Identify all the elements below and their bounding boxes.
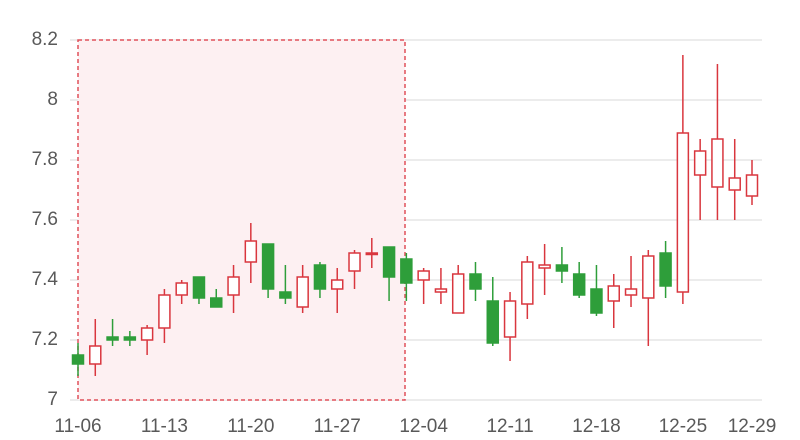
candle-body (244, 240, 258, 263)
candle-body (572, 273, 586, 296)
candle-body (158, 294, 171, 329)
x-tick-label: 12-25 (659, 416, 708, 437)
candle-body (313, 264, 327, 290)
candle-body (693, 150, 707, 176)
candle-body (745, 174, 759, 197)
candle-body (400, 258, 413, 284)
candle-body (486, 300, 500, 344)
candle-body (279, 291, 292, 299)
candle-body (711, 138, 724, 188)
x-tick-label: 11-20 (227, 416, 274, 437)
candle-body (210, 297, 223, 308)
x-tick-label: 12-18 (572, 416, 621, 437)
candle-body (89, 345, 102, 365)
x-tick-label: 11-27 (314, 416, 361, 437)
candle-body (123, 336, 137, 341)
y-tick-label: 7.4 (32, 269, 59, 290)
candle-body (642, 255, 655, 299)
y-tick-label: 7 (47, 389, 58, 410)
candle-body (624, 288, 638, 296)
candle-body (521, 261, 534, 305)
y-tick-label: 8.2 (32, 29, 58, 50)
y-tick-label: 8 (47, 89, 58, 110)
x-tick-label: 12-29 (728, 416, 777, 437)
y-tick-label: 7.6 (32, 209, 58, 230)
candle-body (175, 282, 188, 296)
candle-body (469, 273, 482, 290)
candle-body (106, 336, 119, 341)
candle-body (261, 243, 275, 290)
y-tick-label: 7.2 (32, 329, 58, 350)
candle-body (382, 246, 396, 278)
x-tick-label: 12-04 (399, 416, 448, 437)
x-tick-label: 12-11 (486, 416, 533, 437)
candle-body (590, 288, 603, 314)
candle-body (417, 270, 430, 281)
candle-body (227, 276, 240, 296)
candle-body (71, 354, 85, 365)
candle-body (330, 279, 344, 290)
x-tick-label: 11-06 (54, 416, 101, 437)
candle-body (451, 273, 465, 314)
candle-body (365, 252, 379, 256)
candle-body (676, 132, 690, 293)
x-tick-label: 11-13 (141, 416, 188, 437)
candle-body (140, 327, 154, 341)
candle-body (607, 285, 620, 302)
candle-body (728, 177, 741, 191)
highlight-region (77, 39, 406, 401)
candle-body (434, 288, 448, 293)
candle-body (348, 252, 361, 272)
candle-body (555, 264, 569, 272)
candle-body (659, 252, 672, 287)
y-tick-label: 7.8 (32, 149, 58, 170)
candle-body (503, 300, 517, 338)
candle-body (192, 276, 206, 299)
candle-body (296, 276, 309, 308)
candle-body (538, 264, 551, 269)
